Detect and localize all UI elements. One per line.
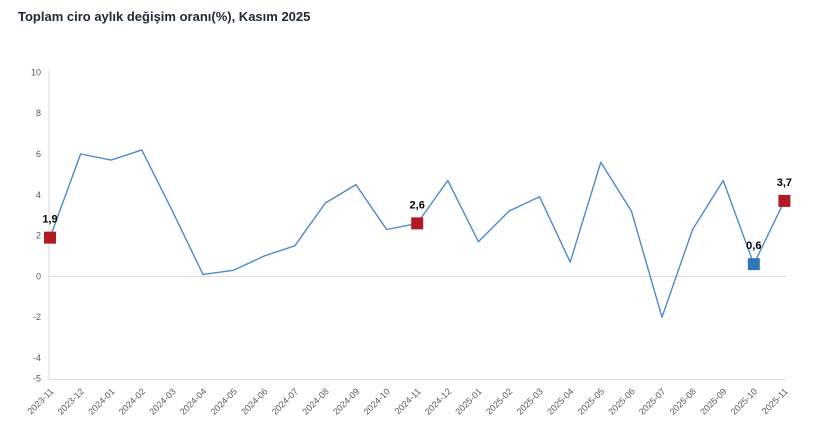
x-tick-label: 2023-12	[56, 386, 86, 416]
x-tick-label: 2024-08	[300, 386, 330, 416]
x-tick-label: 2024-01	[86, 386, 116, 416]
marker-2023-11	[44, 231, 56, 244]
marker-2025-11	[778, 194, 791, 207]
data-line	[49, 149, 786, 318]
marker-2025-10	[747, 258, 760, 271]
chart-title: Toplam ciro aylık değişim oranı(%), Kası…	[18, 9, 311, 24]
y-tick-label: 0	[36, 271, 41, 281]
data-label-2024-11: 2,6	[410, 199, 425, 211]
marker-2024-11	[411, 217, 424, 230]
x-tick-label: 2024-12	[423, 386, 453, 416]
y-tick-label: 6	[36, 149, 41, 159]
x-tick-label: 2025-04	[545, 386, 575, 416]
y-tick-label: 4	[36, 190, 41, 200]
y-tick-label: 2	[36, 231, 41, 241]
x-tick-label: 2025-02	[484, 386, 514, 416]
y-tick-label: 10	[31, 67, 41, 77]
x-tick-label: 2025-03	[515, 386, 545, 416]
x-tick-label: 2024-03	[147, 386, 177, 416]
x-tick-label: 2023-11	[25, 386, 55, 416]
x-tick-label: 2024-06	[239, 386, 269, 416]
y-tick-label: -4	[33, 353, 41, 363]
x-tick-label: 2024-05	[209, 386, 239, 416]
x-tick-label: 2025-06	[606, 386, 636, 416]
x-tick-label: 2024-11	[393, 386, 423, 416]
data-label-2023-11: 1,9	[42, 214, 57, 226]
x-tick-label: 2025-01	[453, 386, 483, 416]
x-tick-label: 2025-09	[698, 386, 728, 416]
y-tick-label: -2	[33, 312, 41, 322]
x-tick-label: 2025-11	[760, 386, 790, 416]
x-tick-label: 2024-07	[270, 386, 300, 416]
x-tick-label: 2024-04	[178, 386, 208, 416]
x-tick-label: 2024-10	[362, 386, 392, 416]
x-tick-label: 2025-10	[729, 386, 759, 416]
x-tick-label: 2025-08	[668, 386, 698, 416]
x-tick-label: 2025-05	[576, 386, 606, 416]
data-label-2025-10: 0,6	[746, 240, 761, 252]
y-tick-label: 8	[36, 108, 41, 118]
x-tick-label: 2024-02	[117, 386, 147, 416]
x-tick-label: 2025-07	[637, 386, 667, 416]
y-tick-label: -5	[33, 373, 41, 383]
data-label-2025-11: 3,7	[777, 177, 792, 189]
x-tick-label: 2024-09	[331, 386, 361, 416]
